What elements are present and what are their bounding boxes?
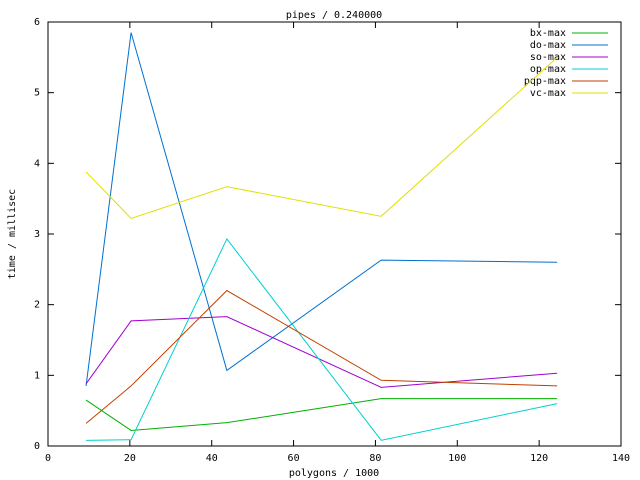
legend-label: bx-max [530, 28, 566, 39]
x-tick-label: 100 [448, 453, 466, 464]
x-tick-label: 40 [206, 453, 218, 464]
series-line [85, 32, 558, 386]
series-line [85, 398, 558, 431]
y-tick-label: 6 [34, 17, 40, 28]
series-line [85, 56, 558, 220]
series-line [86, 237, 558, 441]
x-tick-label: 80 [369, 453, 381, 464]
y-tick-label: 5 [34, 88, 40, 99]
x-tick-label: 0 [45, 453, 51, 464]
y-tick-label: 4 [34, 158, 40, 169]
legend-label: so-max [530, 52, 566, 63]
x-tick-label: 20 [124, 453, 136, 464]
y-tick-label: 3 [34, 229, 40, 240]
series-line [85, 289, 558, 424]
y-axis-label: time / millisec [7, 189, 18, 279]
legend-label: vc-max [530, 88, 566, 99]
y-tick-label: 0 [34, 441, 40, 452]
chart-title: pipes / 0.240000 [286, 10, 382, 21]
y-tick-label: 1 [34, 370, 40, 381]
legend-label: do-max [530, 40, 566, 51]
series-line [85, 316, 558, 388]
x-axis-label: polygons / 1000 [289, 468, 379, 479]
y-tick-label: 2 [34, 300, 40, 311]
x-tick-label: 120 [530, 453, 548, 464]
x-tick-label: 140 [612, 453, 630, 464]
x-tick-label: 60 [288, 453, 300, 464]
legend-label: pqp-max [524, 76, 566, 87]
legend-label: op-max [530, 64, 566, 75]
